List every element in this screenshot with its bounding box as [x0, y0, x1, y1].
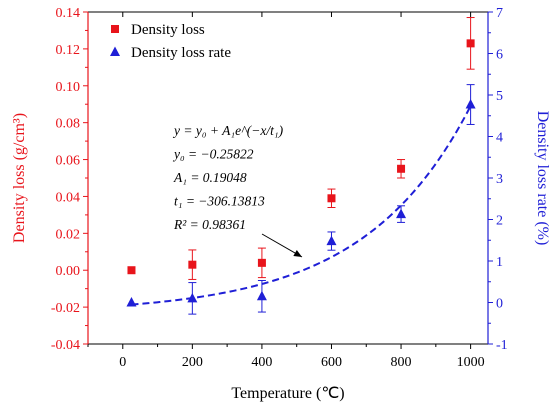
legend: Density loss Density loss rate — [110, 22, 231, 61]
x-tick-label: 800 — [391, 355, 412, 370]
density-loss-rate-point — [126, 297, 137, 307]
x-tick-label: 200 — [182, 355, 203, 370]
fit-equation-A1: A₁ = 0.19048 — [173, 170, 247, 185]
density-loss-rate-point — [326, 235, 337, 246]
density-loss-rate-point — [187, 292, 198, 303]
fit-equation-R2: R² = 0.98361 — [173, 217, 246, 232]
x-tick-label: 0 — [119, 355, 126, 370]
left-tick-label: 0.12 — [56, 43, 81, 58]
density-loss-point — [466, 39, 475, 48]
density-loss-point — [257, 258, 266, 267]
left-tick-label: 0.06 — [56, 154, 81, 169]
x-tick-label: 400 — [251, 355, 272, 370]
right-tick-label: 2 — [496, 214, 503, 229]
fit-equation: y = y₀ + A₁e^(−x/t₁) y₀ = −0.25822 A₁ = 0.… — [172, 123, 303, 258]
x-tick-label: 600 — [321, 355, 342, 370]
fit-equation-eq-main: y = y₀ + A₁e^(−x/t₁) — [172, 123, 284, 138]
annotation-arrow-head — [293, 249, 302, 257]
legend-marker-density-loss-rate — [110, 46, 120, 56]
x-tick-label: 1000 — [457, 355, 485, 370]
density-loss-point — [127, 266, 136, 275]
density-loss-point — [327, 194, 336, 203]
fit-equation-y0: y₀ = −0.25822 — [172, 147, 254, 162]
left-tick-label: 0.08 — [56, 117, 81, 132]
fit-equation-t1: t₁ = −306.13813 — [174, 194, 265, 209]
density-loss-rate-point — [465, 99, 476, 109]
right-tick-label: 6 — [496, 48, 503, 63]
left-tick-label: 0.00 — [56, 264, 81, 279]
data-layer — [126, 17, 476, 315]
density-loss-rate-point — [396, 208, 407, 219]
right-tick-label: 0 — [496, 297, 503, 312]
right-tick-label: 1 — [496, 255, 503, 270]
left-axis-title: Density loss (g/cm³) — [11, 113, 28, 243]
right-tick-label: 5 — [496, 89, 503, 104]
fit-curve-line — [131, 105, 472, 306]
density-loss-point — [397, 164, 406, 173]
right-tick-label: 3 — [496, 172, 503, 187]
axes-layer: 0 200 400 600 800 1000 -0.04 -0.02 0.00 0.02 0.04 0… — [11, 6, 550, 402]
legend-label: Density loss rate — [131, 45, 231, 61]
left-tick-label: 0.02 — [56, 227, 81, 242]
right-axis-title: Density loss rate (%) — [534, 111, 550, 246]
density-loss-point — [188, 260, 197, 269]
x-axis-title: Temperature (℃) — [231, 385, 344, 402]
right-tick-label: 4 — [496, 131, 503, 146]
left-tick-label: 0.04 — [56, 190, 81, 205]
legend-label: Density loss — [131, 22, 205, 38]
left-tick-label: -0.04 — [51, 338, 80, 353]
fit-curve-layer — [131, 105, 472, 306]
legend-marker-density-loss — [111, 25, 119, 33]
left-tick-label: 0.14 — [56, 6, 81, 21]
left-tick-label: 0.10 — [56, 80, 81, 95]
right-tick-label: -1 — [496, 338, 508, 353]
density-loss-rate-point — [256, 290, 267, 301]
right-tick-label: 7 — [496, 6, 503, 21]
left-tick-label: -0.02 — [51, 301, 80, 316]
